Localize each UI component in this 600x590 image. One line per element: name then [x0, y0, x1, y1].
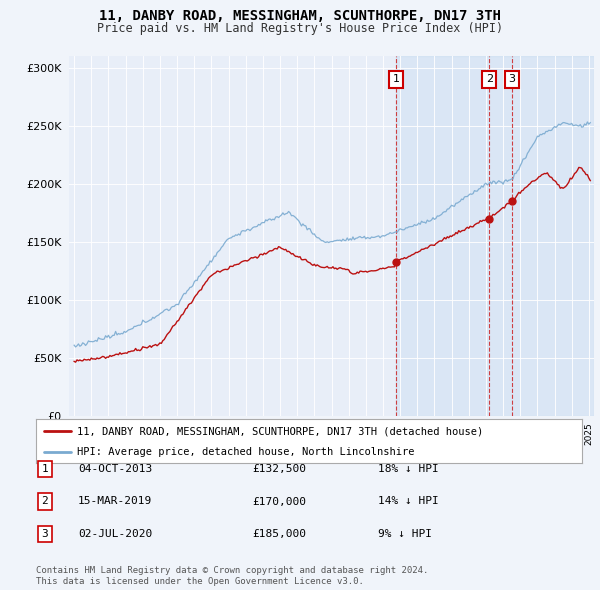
Text: 9% ↓ HPI: 9% ↓ HPI [378, 529, 432, 539]
Text: 3: 3 [508, 74, 515, 84]
Text: 04-OCT-2013: 04-OCT-2013 [78, 464, 152, 474]
Text: 18% ↓ HPI: 18% ↓ HPI [378, 464, 439, 474]
Text: £132,500: £132,500 [252, 464, 306, 474]
Text: 2: 2 [41, 497, 49, 506]
Text: 11, DANBY ROAD, MESSINGHAM, SCUNTHORPE, DN17 3TH (detached house): 11, DANBY ROAD, MESSINGHAM, SCUNTHORPE, … [77, 427, 483, 436]
Text: 02-JUL-2020: 02-JUL-2020 [78, 529, 152, 539]
Text: HPI: Average price, detached house, North Lincolnshire: HPI: Average price, detached house, Nort… [77, 447, 415, 457]
Text: 11, DANBY ROAD, MESSINGHAM, SCUNTHORPE, DN17 3TH: 11, DANBY ROAD, MESSINGHAM, SCUNTHORPE, … [99, 9, 501, 23]
Text: 3: 3 [41, 529, 49, 539]
Text: Price paid vs. HM Land Registry's House Price Index (HPI): Price paid vs. HM Land Registry's House … [97, 22, 503, 35]
Bar [396, 56, 594, 416]
Text: £170,000: £170,000 [252, 497, 306, 506]
Text: 2: 2 [486, 74, 493, 84]
Text: This data is licensed under the Open Government Licence v3.0.: This data is licensed under the Open Gov… [36, 577, 364, 586]
Text: 14% ↓ HPI: 14% ↓ HPI [378, 497, 439, 506]
Text: Contains HM Land Registry data © Crown copyright and database right 2024.: Contains HM Land Registry data © Crown c… [36, 566, 428, 575]
Text: 1: 1 [392, 74, 400, 84]
Text: £185,000: £185,000 [252, 529, 306, 539]
Text: 15-MAR-2019: 15-MAR-2019 [78, 497, 152, 506]
Text: 1: 1 [41, 464, 49, 474]
